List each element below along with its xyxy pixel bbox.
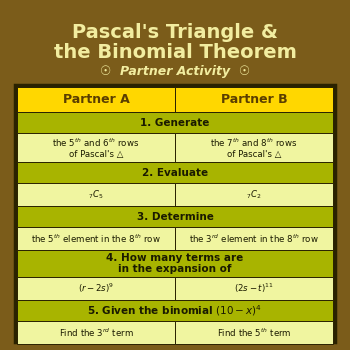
Text: the 5$^{th}$ and 6$^{th}$ rows
of Pascal's △: the 5$^{th}$ and 6$^{th}$ rows of Pascal…	[52, 136, 140, 159]
Text: the 7$^{th}$ and 8$^{th}$ rows
of Pascal's △: the 7$^{th}$ and 8$^{th}$ rows of Pascal…	[210, 136, 298, 159]
Bar	[17, 162, 333, 183]
Bar	[17, 321, 175, 344]
Bar	[17, 206, 333, 227]
Text: the Binomial Theorem: the Binomial Theorem	[54, 42, 296, 62]
Text: $(r-2s)^9$: $(r-2s)^9$	[78, 282, 114, 295]
Bar	[17, 183, 175, 206]
Text: Find the 5$^{th}$ term: Find the 5$^{th}$ term	[217, 326, 291, 339]
Text: Find the 3$^{rd}$ term: Find the 3$^{rd}$ term	[59, 326, 133, 339]
Text: $_7C_5$: $_7C_5$	[88, 188, 104, 201]
Bar	[175, 183, 333, 206]
Text: $_7C_2$: $_7C_2$	[246, 188, 262, 201]
Bar	[175, 321, 333, 344]
Text: ☉  Partner Activity  ☉: ☉ Partner Activity ☉	[100, 65, 250, 78]
Bar	[17, 87, 175, 112]
Bar	[17, 250, 333, 277]
Bar	[17, 227, 175, 250]
Bar	[17, 300, 333, 321]
Bar	[175, 133, 333, 162]
Text: Partner B: Partner B	[221, 93, 287, 106]
Text: 1. Generate: 1. Generate	[140, 118, 210, 127]
Text: 2. Evaluate: 2. Evaluate	[142, 168, 208, 178]
Bar	[15, 85, 335, 342]
Text: the 3$^{rd}$ element in the 8$^{th}$ row: the 3$^{rd}$ element in the 8$^{th}$ row	[189, 232, 319, 245]
Bar	[17, 133, 175, 162]
Bar	[17, 277, 175, 300]
Text: Partner A: Partner A	[63, 93, 130, 106]
Bar	[17, 112, 333, 133]
Text: the 5$^{th}$ element in the 8$^{th}$ row: the 5$^{th}$ element in the 8$^{th}$ row	[31, 232, 161, 245]
Text: Pascal's Triangle &: Pascal's Triangle &	[72, 22, 278, 42]
Bar	[175, 277, 333, 300]
Text: $(2s-t)^{11}$: $(2s-t)^{11}$	[234, 282, 274, 295]
Bar	[175, 227, 333, 250]
Bar	[175, 87, 333, 112]
Text: 4. How many terms are
in the expansion of: 4. How many terms are in the expansion o…	[106, 253, 244, 274]
Text: 5. Given the binomial $(10-x)^4$: 5. Given the binomial $(10-x)^4$	[88, 303, 262, 318]
Text: 3. Determine: 3. Determine	[136, 211, 214, 222]
